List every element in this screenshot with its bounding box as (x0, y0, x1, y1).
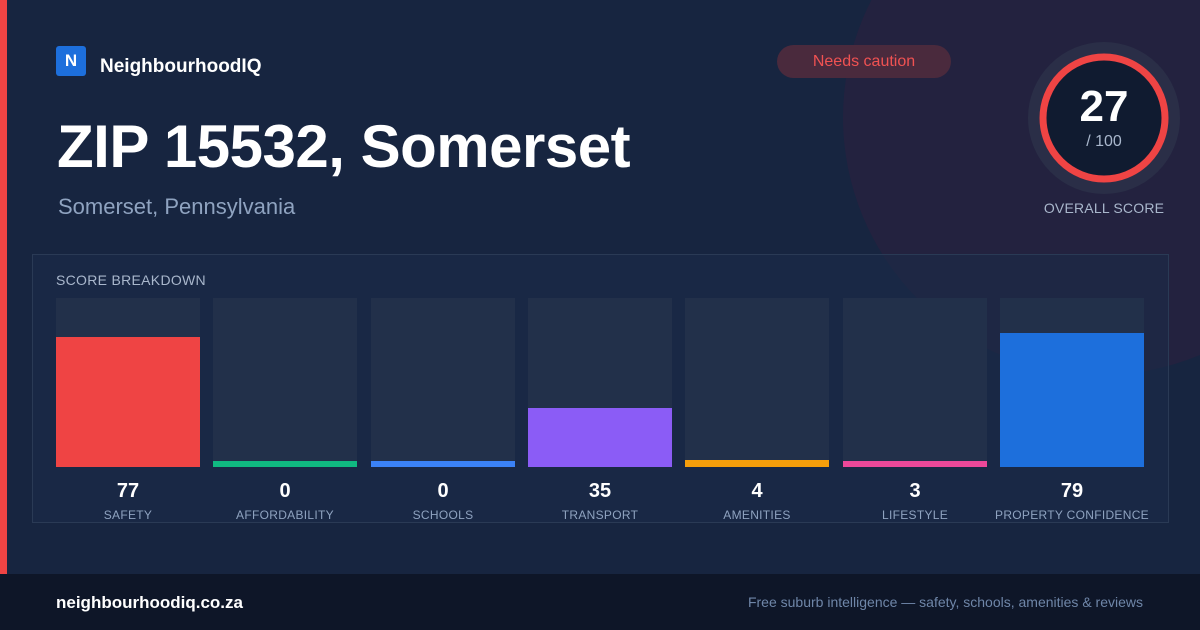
metric-property-confidence: 79 PROPERTY CONFIDENCE (995, 298, 1149, 524)
metric-value: 3 (909, 480, 921, 502)
metric-value: 35 (588, 480, 612, 502)
status-badge: Needs caution (777, 45, 951, 78)
metric-track (371, 298, 515, 467)
metric-track (843, 298, 987, 467)
page-subtitle: Somerset, Pennsylvania (58, 194, 296, 219)
metric-track (56, 298, 200, 467)
metric-label: AFFORDABILITY (236, 508, 334, 522)
metric-bar (1000, 333, 1144, 467)
logo-icon: N (56, 46, 86, 76)
metric-bar (528, 408, 672, 467)
metric-amenities: 4 AMENITIES (685, 298, 829, 524)
footer-site-link[interactable]: neighbourhoodiq.co.za (56, 593, 243, 612)
metric-value: 4 (751, 480, 763, 502)
metric-bar (213, 461, 357, 467)
metric-bar (843, 461, 987, 467)
overall-score-ring: 27 / 100 (1028, 42, 1180, 194)
page-title: ZIP 15532, Somerset (57, 113, 631, 180)
footer-tagline: Free suburb intelligence — safety, schoo… (747, 594, 1143, 610)
footer: neighbourhoodiq.co.za Free suburb intell… (0, 574, 1200, 630)
metric-bar (56, 337, 200, 467)
accent-bar (0, 0, 7, 574)
brand-name: NeighbourhoodIQ (100, 56, 262, 77)
metric-label: SCHOOLS (412, 508, 474, 522)
metric-label: SAFETY (103, 508, 153, 522)
metric-safety: 77 SAFETY (56, 298, 200, 524)
metric-transport: 35 TRANSPORT (528, 298, 672, 524)
metric-bar (371, 461, 515, 467)
metric-track (213, 298, 357, 467)
metric-bar (685, 460, 829, 467)
metric-affordability: 0 AFFORDABILITY (213, 298, 357, 524)
metric-value: 77 (116, 480, 140, 502)
score-breakdown-title: SCORE BREAKDOWN (56, 272, 206, 288)
metric-track (528, 298, 672, 467)
metric-value: 0 (279, 480, 291, 502)
status-badge-label: Needs caution (812, 52, 916, 70)
metric-value: 0 (437, 480, 449, 502)
metric-schools: 0 SCHOOLS (371, 298, 515, 524)
overall-score-max: / 100 (1086, 133, 1122, 150)
metric-label: LIFESTYLE (881, 508, 949, 522)
hero-card: N NeighbourhoodIQ Needs caution ZIP 1553… (0, 0, 1200, 574)
score-ring-graphic (1028, 42, 1180, 194)
metric-label: TRANSPORT (561, 508, 639, 522)
overall-score-caption: OVERALL SCORE (1043, 200, 1165, 216)
metric-lifestyle: 3 LIFESTYLE (843, 298, 987, 524)
metric-label: PROPERTY CONFIDENCE (995, 508, 1149, 522)
metric-value: 79 (1060, 480, 1084, 502)
metric-track (685, 298, 829, 467)
overall-score-value: 27 (1079, 82, 1129, 131)
metric-label: AMENITIES (723, 508, 791, 522)
metric-track (1000, 298, 1144, 467)
logo-letter: N (64, 51, 78, 70)
